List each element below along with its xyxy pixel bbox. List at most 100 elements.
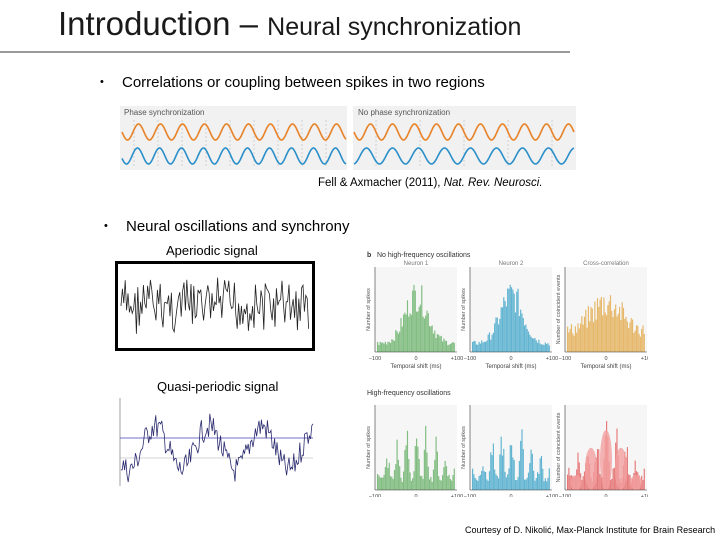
- histogram-bar: [630, 318, 632, 352]
- histogram-bar: [501, 455, 504, 490]
- histogram-bar: [377, 474, 379, 490]
- histogram-bar: [504, 471, 506, 490]
- histogram-bar: [578, 462, 580, 490]
- histogram-bar: [581, 479, 583, 490]
- histogram-bar: [603, 297, 605, 352]
- bullet-dot: •: [100, 76, 104, 88]
- histogram-bar: [570, 324, 573, 352]
- histogram-bar: [496, 317, 498, 352]
- histogram-bar: [628, 474, 630, 490]
- histogram-bar: [535, 477, 537, 490]
- histogram-bar: [439, 479, 441, 490]
- title-divider: [0, 51, 570, 53]
- histogram-bar: [543, 344, 545, 352]
- histogram-bar: [413, 471, 415, 490]
- histogram-tick-label: 0: [509, 356, 512, 362]
- histogram-bar: [490, 339, 492, 352]
- histogram-bar: [507, 288, 509, 352]
- histogram-bar: [604, 312, 606, 352]
- histogram-bar: [547, 343, 549, 352]
- histogram-bar: [438, 334, 440, 352]
- histogram-bar: [598, 307, 600, 352]
- histogram-bar: [483, 341, 485, 352]
- histogram-bar: [587, 306, 589, 352]
- histogram-bar: [518, 316, 520, 352]
- histogram-bar: [539, 458, 541, 490]
- histogram-bar: [405, 445, 407, 490]
- histogram-bar: [626, 321, 628, 352]
- histogram-bar: [475, 344, 478, 352]
- histogram-bar: [498, 324, 500, 352]
- histogram-bar: [611, 478, 613, 490]
- histogram-bar: [527, 472, 530, 490]
- histogram-bar: [482, 342, 484, 352]
- histogram-bar: [472, 468, 474, 490]
- histogram-bar: [602, 315, 604, 352]
- histogram-bar: [542, 468, 544, 490]
- no-sync-wave-orange: [353, 123, 575, 141]
- histogram-bar: [485, 472, 487, 490]
- histogram-bar: [451, 480, 453, 490]
- histogram-bar: [569, 328, 571, 352]
- histogram-bar: [522, 318, 524, 352]
- histogram-bar: [388, 462, 390, 490]
- quasi-periodic-trace: [120, 413, 314, 483]
- histogram-bar: [505, 477, 507, 490]
- histogram-bar: [615, 304, 617, 352]
- histogram-bar: [409, 313, 411, 352]
- histogram-bar: [452, 475, 454, 490]
- histogram-bar: [391, 476, 393, 490]
- histogram-bar: [405, 314, 407, 352]
- histogram-bar: [537, 472, 539, 490]
- histogram-bar: [472, 342, 474, 352]
- histogram-bar: [442, 475, 444, 490]
- phase-sync-wave-orange: [121, 123, 347, 141]
- title-main: Introduction –: [58, 5, 268, 42]
- histogram-bar: [629, 475, 631, 490]
- histogram-bar: [495, 317, 497, 352]
- histogram-bar: [538, 339, 540, 352]
- histogram-bar: [513, 293, 515, 352]
- histogram-bar: [637, 325, 639, 352]
- histogram-bar: [410, 480, 412, 490]
- aperiodic-signal-plot: [115, 261, 315, 351]
- histogram-bar: [521, 313, 523, 352]
- histogram-bar: [408, 316, 410, 352]
- histogram-bar: [474, 341, 476, 352]
- histogram-bar: [641, 329, 643, 352]
- histogram-bar: [600, 476, 602, 490]
- histogram-bar: [432, 469, 435, 490]
- histogram-bar: [379, 477, 381, 490]
- histogram-bar: [491, 455, 493, 490]
- correlation-peak: [600, 430, 612, 490]
- histogram-bar: [501, 307, 504, 352]
- histogram-bar: [417, 311, 419, 352]
- histogram-bar: [512, 289, 514, 352]
- histogram-bar: [486, 479, 488, 490]
- histogram-bar: [438, 476, 440, 490]
- histogram-cell: Number of coincident events−1000+100Temp…: [556, 405, 653, 508]
- bullet-2-text: Neural oscillations and synchrony: [126, 218, 350, 235]
- histogram-bar: [404, 312, 406, 352]
- histogram-y-label: Number of spikes: [366, 288, 372, 331]
- histogram-bar: [435, 436, 437, 490]
- histogram-bar: [509, 445, 511, 490]
- histogram-bar: [621, 302, 623, 352]
- histogram-tick-label: −100: [464, 494, 476, 497]
- correlation-peak: [630, 475, 642, 490]
- histogram-bar: [583, 316, 586, 352]
- histogram-bar: [527, 331, 530, 352]
- aperiodic-label: Aperiodic signal: [166, 243, 258, 258]
- bullet-dot: •: [104, 220, 108, 232]
- histogram-bar: [613, 467, 615, 490]
- histogram-bar: [387, 341, 389, 352]
- histogram-bar: [599, 474, 601, 490]
- histogram-x-label: Temporal shift (ms): [580, 364, 631, 370]
- histogram-bar: [449, 343, 451, 352]
- histogram-bar: [638, 333, 640, 352]
- histogram-bar: [533, 338, 535, 352]
- histogram-bar: [635, 325, 638, 352]
- histogram-bar: [577, 452, 579, 490]
- histogram-bar: [595, 319, 597, 352]
